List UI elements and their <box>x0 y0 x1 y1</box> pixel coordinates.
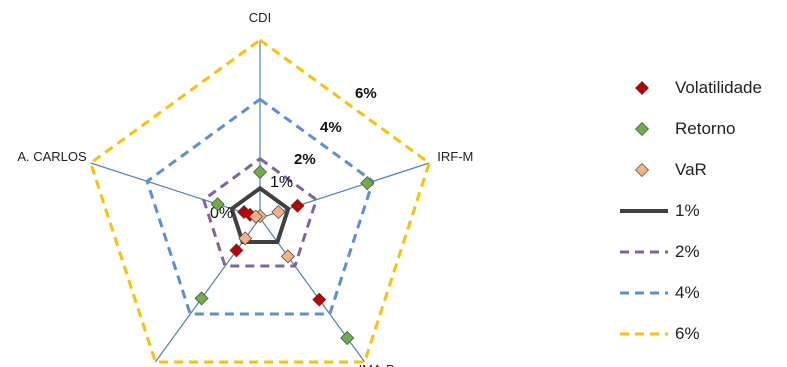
marker-volatilidade-ima-geral <box>229 243 244 258</box>
legend-label: Volatilidade <box>675 78 762 97</box>
legend-marker <box>635 163 649 177</box>
legend-label: 4% <box>675 283 700 302</box>
ring-2pct <box>201 156 319 268</box>
legend-label: 1% <box>675 201 700 220</box>
marker-retorno-cdi <box>253 165 267 180</box>
legend-label: VaR <box>675 160 707 179</box>
legend-symbol <box>620 250 668 254</box>
legend-item-6pct: 6% <box>600 318 787 359</box>
marker-volatilidade-ima-b <box>312 292 327 307</box>
radar-chart: CDI IRF-M IMA-B IMA GERAL A. CARLOS 0% 1%2%4% 6… <box>17 10 473 367</box>
axis-label-2: IMA-B <box>359 362 395 367</box>
ring-6pct <box>88 38 432 364</box>
marker-retorno-irf-m <box>360 176 375 191</box>
marker-retorno-a-carlos <box>210 197 225 212</box>
legend-item-2pct: 2% <box>600 236 787 277</box>
legend-item-volatilidade: Volatilidade <box>600 72 787 113</box>
legend-symbol <box>635 163 649 177</box>
marker-retorno-ima-geral <box>194 291 209 306</box>
legend-label: 6% <box>675 324 700 343</box>
scale-label-3: 4% <box>320 119 342 136</box>
scale-label-2: 2% <box>294 151 316 168</box>
ring-1pct <box>229 185 291 244</box>
axis-label-1: IRF-M <box>437 149 473 164</box>
legend-marker <box>635 81 649 95</box>
legend-symbol <box>635 81 649 95</box>
chart-legend: Volatilidade Retorno VaR 1% 2% 4% 6% <box>600 72 787 359</box>
marker-retorno-ima-b <box>340 331 355 345</box>
marker-var-a-carlos <box>248 209 263 224</box>
axis-label-3: IMA GERAL <box>112 364 182 367</box>
legend-marker <box>635 122 649 136</box>
axis-label-0: CDI <box>249 10 271 25</box>
legend-item-1pct: 1% <box>600 195 787 236</box>
legend-symbol <box>635 122 649 136</box>
legend-label: 2% <box>675 242 700 261</box>
scale-label-0: 0% <box>210 205 233 222</box>
marker-var-irf-m <box>271 205 286 220</box>
marker-volatilidade-irf-m <box>290 198 305 213</box>
marker-var-ima-b <box>280 249 295 264</box>
axis-label-4: A. CARLOS <box>17 149 87 164</box>
scale-label-1: 1% <box>270 174 293 191</box>
legend-symbol <box>620 332 668 336</box>
legend-item-4pct: 4% <box>600 277 787 318</box>
legend-item-var: VaR <box>600 154 787 195</box>
axis-spoke-4 <box>90 162 261 219</box>
legend-symbol <box>620 291 668 295</box>
ring-4pct <box>145 97 375 316</box>
scale-label-4: 6% <box>355 85 377 102</box>
marker-var-ima-geral <box>238 231 253 246</box>
legend-label: Retorno <box>675 119 736 138</box>
legend-symbol <box>620 209 668 213</box>
legend-item-retorno: Retorno <box>600 113 787 154</box>
